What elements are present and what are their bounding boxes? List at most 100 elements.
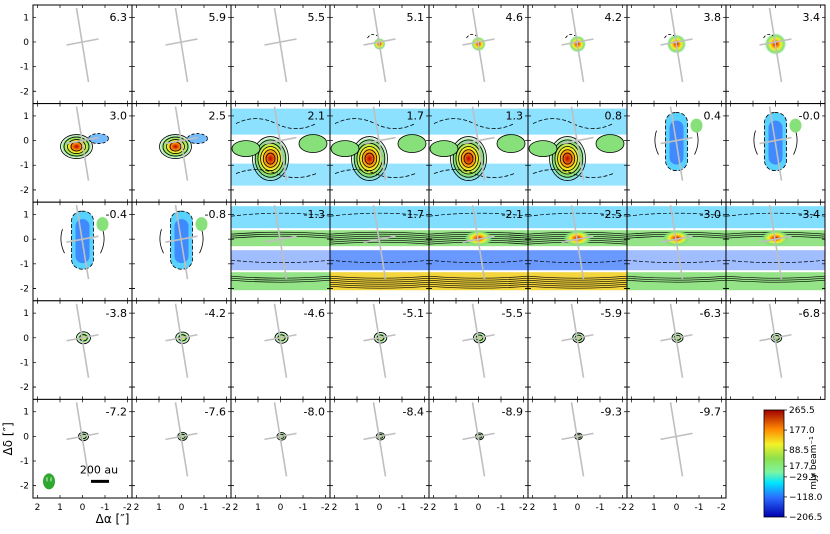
- x-tick-label: -2: [717, 503, 726, 513]
- y-tick-label: 0: [23, 432, 29, 442]
- major-axis-line: [273, 303, 288, 378]
- velocity-label: -3.4: [799, 208, 820, 221]
- major-axis-line: [75, 303, 90, 378]
- y-tick-label: 0: [23, 38, 29, 48]
- velocity-label: 3.8: [704, 11, 722, 24]
- velocity-label: -7.2: [106, 405, 127, 418]
- velocity-label: 1.3: [506, 110, 524, 123]
- channel-panel: 0.4: [626, 103, 727, 203]
- y-tick-label: 1: [23, 309, 29, 319]
- x-tick-label: 1: [552, 503, 558, 513]
- velocity-label: 4.6: [506, 11, 524, 24]
- channel-panel: 3.0 1 0 -1 -2: [20, 103, 133, 203]
- channel-panel: -1.7: [329, 201, 430, 302]
- major-axis-line: [174, 7, 189, 83]
- velocity-label: -8.0: [304, 405, 325, 418]
- velocity-label: -6.8: [799, 307, 820, 320]
- x-tick-label: 2: [332, 503, 338, 513]
- y-tick-label: -1: [20, 260, 29, 270]
- velocity-label: 5.1: [407, 11, 425, 24]
- channel-panel: -2.5: [527, 201, 628, 302]
- velocity-label: -5.1: [403, 307, 424, 320]
- y-tick-label: 0: [23, 137, 29, 147]
- x-tick-label: 0: [377, 503, 383, 513]
- beam-ellipse: [43, 473, 55, 490]
- channel-panel: 1.7: [329, 103, 430, 203]
- velocity-label: -3.0: [700, 208, 721, 221]
- x-tick-label: -2: [618, 503, 627, 513]
- y-tick-label: -2: [20, 383, 29, 393]
- velocity-label: 0.8: [605, 110, 623, 123]
- major-axis-line: [570, 106, 585, 181]
- channel-panel: 0.8: [527, 103, 628, 203]
- channel-panel: 4.2: [527, 4, 628, 105]
- x-axis-label: Δα [″]: [96, 512, 130, 526]
- velocity-label: 6.3: [110, 11, 128, 24]
- velocity-label: -5.5: [502, 307, 523, 320]
- x-tick-label: 2: [233, 503, 239, 513]
- major-axis-line: [372, 205, 387, 280]
- velocity-label: 5.9: [209, 11, 227, 24]
- major-axis-line: [372, 106, 387, 181]
- velocity-label: 5.5: [308, 11, 326, 24]
- major-axis-line: [669, 106, 684, 181]
- colorbar-scale: [763, 409, 785, 518]
- velocity-label: -0.8: [205, 208, 226, 221]
- velocity-label: -1.3: [304, 208, 325, 221]
- y-tick-label: -1: [20, 358, 29, 368]
- x-tick-label: 0: [278, 503, 284, 513]
- x-tick-label: 1: [156, 503, 162, 513]
- major-axis-line: [75, 106, 90, 181]
- x-tick-label: 0: [575, 503, 581, 513]
- velocity-label: -7.6: [205, 405, 226, 418]
- channel-panel: -3.4: [725, 201, 826, 302]
- channel-panel: 2.5: [131, 103, 232, 203]
- major-axis-line: [75, 205, 90, 280]
- y-tick-label: -2: [20, 186, 29, 196]
- y-tick-label: 0: [23, 235, 29, 245]
- y-tick-label: -1: [20, 63, 29, 73]
- channel-panel: 5.9: [131, 4, 232, 105]
- major-axis-line: [273, 402, 288, 477]
- channel-panel: -5.9: [527, 300, 628, 400]
- x-tick-label: -1: [695, 503, 704, 513]
- velocity-label: -9.7: [700, 405, 721, 418]
- x-tick-label: 1: [354, 503, 360, 513]
- channel-panel: -7.2 1 0 -1 -2 2 1 0 -1 -2 200 au: [20, 398, 133, 513]
- x-tick-label: -1: [398, 503, 407, 513]
- channel-panel: 2.1: [230, 103, 331, 203]
- y-tick-label: 1: [23, 13, 29, 23]
- colorbar-tick-label: 265.5: [789, 406, 815, 416]
- velocity-label: 1.7: [407, 110, 425, 123]
- x-tick-label: 2: [530, 503, 536, 513]
- channel-panel: 3.4: [725, 4, 826, 105]
- channel-panel: -9.7 2 1 0 -1 -2: [626, 398, 727, 513]
- velocity-label: -8.4: [403, 405, 424, 418]
- channel-panel: -2.1: [428, 201, 529, 302]
- x-tick-label: -1: [101, 503, 110, 513]
- x-tick-label: 1: [255, 503, 261, 513]
- channel-panel: -1.3: [230, 201, 331, 302]
- major-axis-line: [570, 303, 585, 378]
- velocity-label: -4.6: [304, 307, 325, 320]
- colorbar-tick-label: 177.0: [789, 426, 815, 436]
- channel-panel: 5.1: [329, 4, 430, 105]
- velocity-label: -2.5: [601, 208, 622, 221]
- major-axis-line: [471, 205, 486, 280]
- channel-panel: -8.9 2 1 0 -1 -2: [428, 398, 529, 513]
- x-tick-label: -2: [519, 503, 528, 513]
- channel-panel: -0.8: [131, 201, 232, 302]
- x-tick-label: 0: [674, 503, 680, 513]
- major-axis-line: [471, 106, 486, 181]
- y-tick-label: 1: [23, 112, 29, 122]
- major-axis-line: [669, 7, 684, 83]
- x-tick-label: 0: [80, 503, 86, 513]
- velocity-label: -4.2: [205, 307, 226, 320]
- major-axis-line: [372, 402, 387, 477]
- velocity-label: 3.0: [110, 110, 128, 123]
- velocity-label: -0.0: [799, 110, 820, 123]
- major-axis-line: [570, 7, 585, 83]
- major-axis-line: [174, 106, 189, 181]
- major-axis-line: [174, 303, 189, 378]
- velocity-label: -9.3: [601, 405, 622, 418]
